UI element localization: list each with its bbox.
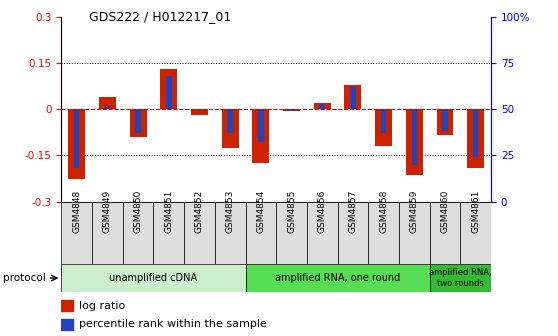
Text: GSM4851: GSM4851 <box>164 189 174 233</box>
Text: GSM4854: GSM4854 <box>256 190 266 233</box>
Text: log ratio: log ratio <box>79 301 126 311</box>
Bar <box>258 109 263 142</box>
Text: GSM4857: GSM4857 <box>348 189 358 233</box>
Text: GSM4849: GSM4849 <box>103 190 112 233</box>
Bar <box>61 319 74 330</box>
Bar <box>129 109 147 137</box>
Bar <box>412 109 417 165</box>
Bar <box>320 103 325 109</box>
Bar <box>105 106 110 109</box>
Bar <box>460 202 491 264</box>
Text: GSM4861: GSM4861 <box>471 189 480 233</box>
Bar <box>74 109 79 168</box>
Text: unamplified cDNA: unamplified cDNA <box>109 273 198 283</box>
Bar <box>368 202 399 264</box>
Bar <box>289 109 294 111</box>
Text: amplified RNA, one round: amplified RNA, one round <box>275 273 400 283</box>
Bar <box>61 202 92 264</box>
Text: GDS222 / H012217_01: GDS222 / H012217_01 <box>89 10 232 23</box>
Text: protocol: protocol <box>3 273 46 283</box>
Bar <box>68 109 85 178</box>
Text: GSM4856: GSM4856 <box>318 189 327 233</box>
Bar <box>123 202 153 264</box>
Bar <box>381 109 386 133</box>
Bar <box>430 202 460 264</box>
Text: GSM4853: GSM4853 <box>225 189 235 233</box>
Bar <box>338 202 368 264</box>
Bar <box>314 103 331 109</box>
Bar <box>344 85 362 109</box>
Bar <box>246 202 276 264</box>
Bar <box>276 202 307 264</box>
Text: GSM4850: GSM4850 <box>133 189 143 233</box>
Bar <box>246 264 430 292</box>
Text: GSM4852: GSM4852 <box>195 190 204 233</box>
Bar <box>222 109 239 148</box>
Text: GSM4848: GSM4848 <box>72 190 81 233</box>
Bar <box>92 202 123 264</box>
Bar <box>61 300 74 311</box>
Bar <box>430 264 491 292</box>
Text: GSM4860: GSM4860 <box>440 189 450 233</box>
Text: percentile rank within the sample: percentile rank within the sample <box>79 319 267 329</box>
Bar <box>215 202 246 264</box>
Bar <box>252 109 270 163</box>
Text: GSM4858: GSM4858 <box>379 189 388 233</box>
Text: GSM4855: GSM4855 <box>287 189 296 233</box>
Bar <box>136 109 141 133</box>
Text: GSM4859: GSM4859 <box>410 189 419 233</box>
Bar <box>153 202 184 264</box>
Bar <box>307 202 338 264</box>
Bar <box>467 109 484 168</box>
Bar <box>184 202 215 264</box>
Bar <box>436 109 454 135</box>
Bar <box>166 76 171 109</box>
Text: amplified RNA,
two rounds: amplified RNA, two rounds <box>429 268 492 288</box>
Bar <box>99 97 116 109</box>
Bar <box>228 109 233 133</box>
Bar <box>350 87 355 109</box>
Bar <box>375 109 392 146</box>
Bar <box>61 264 246 292</box>
Bar <box>406 109 423 175</box>
Bar <box>473 109 478 157</box>
Bar <box>191 109 208 115</box>
Bar <box>283 109 300 111</box>
Bar <box>442 109 448 131</box>
Bar <box>399 202 430 264</box>
Bar <box>160 69 177 109</box>
